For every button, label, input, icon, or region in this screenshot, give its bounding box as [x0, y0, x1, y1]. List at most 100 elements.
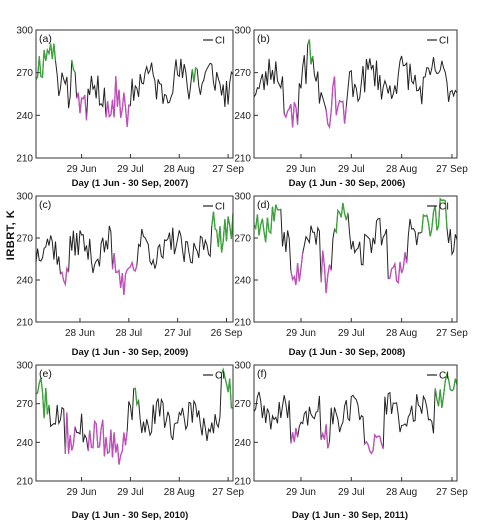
y-tick-label: 240	[16, 438, 33, 449]
panel-b: 210 240 270 300 29 Jun 29 Jul 28 Aug 27 Sep (b) C…	[234, 26, 468, 190]
warm-spell-segment-4	[191, 66, 198, 83]
cold-event-segment-1	[283, 102, 299, 128]
x-tick-label: 29 Jul	[117, 487, 144, 498]
y-tick-label: 270	[16, 399, 33, 410]
y-tick-label: 300	[16, 361, 33, 372]
x-tick-label: 27 Jul	[164, 328, 191, 339]
panel-c: 210 240 270 300 28 Jun 28 Jul 27 Jul 26 Sep (c) C…	[16, 178, 242, 339]
cold-event-segment-1	[111, 253, 138, 296]
x-tick-label: 29 Jun	[67, 487, 97, 498]
x-axis-label: Day (1 Jun - 30 Sep, 2008)	[289, 347, 406, 358]
panel-label: (f)	[257, 368, 267, 380]
bottom-left-xlabel: Day (1 Jun - 30 Sep, 2010)	[72, 510, 189, 521]
x-tick-label: 29 Jun	[286, 164, 316, 175]
y-tick-label: 210	[234, 318, 251, 329]
panel-label: (c)	[39, 199, 51, 211]
cold-event-segment-2	[76, 92, 88, 121]
y-tick-label: 300	[16, 192, 33, 203]
x-tick-label: 29 Jul	[338, 164, 365, 175]
x-tick-label: 26 Sep	[211, 328, 243, 339]
legend-label: CI	[439, 36, 449, 47]
x-tick-label: 28 Aug	[386, 328, 417, 339]
bottom-right-xlabel: Day (1 Jun - 30 Sep, 2011)	[292, 510, 408, 521]
y-tick-label: 210	[234, 154, 251, 165]
warm-spell-segment-3	[434, 372, 458, 408]
warm-spell-segment-5	[421, 197, 448, 237]
warm-spell-segment-0	[307, 39, 314, 65]
cold-event-segment-1	[64, 412, 76, 454]
y-tick-label: 210	[16, 154, 33, 165]
panels-group: 210 240 270 300 29 Jun 29 Jul 28 Aug 27 Sep (a) C…	[16, 26, 468, 499]
warm-spell-segment-4	[220, 367, 234, 409]
panel-label: (b)	[257, 33, 270, 45]
y-tick-label: 240	[234, 276, 251, 287]
cold-event-segment-0	[59, 265, 70, 287]
legend-label: CI	[439, 371, 449, 382]
warm-spell-segment-0	[35, 43, 57, 80]
series-line	[253, 197, 458, 294]
panel-label: (a)	[39, 33, 52, 45]
plot-frame	[35, 29, 234, 159]
warm-spell-segment-3	[133, 387, 140, 407]
cold-event-segment-2	[325, 76, 347, 130]
panel-label: (e)	[39, 368, 52, 380]
y-tick-label: 270	[234, 234, 251, 245]
x-tick-label: 29 Jul	[338, 487, 365, 498]
series-line	[35, 43, 234, 127]
x-tick-label: 27 Sep	[436, 328, 468, 339]
x-tick-label: 28 Aug	[164, 164, 195, 175]
x-tick-label: 29 Jun	[67, 164, 97, 175]
panel-d: 210 240 270 300 29 Jun 29 Jul 28 Aug 27 Sep (d) C…	[234, 192, 468, 359]
y-tick-label: 210	[16, 318, 33, 329]
panel-f: 210 240 270 300 29 Jun 29 Jul 28 Aug 27 Sep (f) C…	[234, 361, 468, 499]
y-tick-label: 270	[16, 234, 33, 245]
y-tick-label: 270	[234, 399, 251, 410]
x-tick-label: 29 Jun	[286, 487, 316, 498]
x-tick-label: 28 Aug	[164, 487, 195, 498]
x-axis-label: Day (1 Jun - 30 Sep, 2007)	[72, 178, 189, 189]
y-tick-label: 240	[16, 276, 33, 287]
warm-spell-segment-0	[35, 377, 50, 419]
x-tick-label: 28 Jun	[65, 328, 95, 339]
y-tick-label: 270	[234, 68, 251, 79]
warm-spell-segment-2	[333, 202, 349, 235]
y-tick-label: 240	[234, 111, 251, 122]
cold-event-segment-0	[290, 427, 299, 444]
cold-event-segment-2	[87, 419, 128, 465]
cold-event-segment-4	[388, 252, 408, 284]
x-tick-label: 29 Jul	[338, 328, 365, 339]
y-tick-label: 270	[16, 68, 33, 79]
y-tick-label: 210	[234, 477, 251, 488]
y-tick-label: 300	[16, 26, 33, 37]
cold-event-segment-2	[364, 433, 384, 455]
x-axis-label: Day (1 Jun - 30 Sep, 2009)	[72, 347, 189, 358]
y-axis-label: IRBRT, K	[5, 210, 17, 260]
x-tick-label: 27 Sep	[212, 164, 244, 175]
cold-event-segment-1	[290, 253, 304, 286]
plot-frame	[35, 195, 234, 323]
cold-event-segment-3	[105, 76, 131, 127]
y-tick-label: 210	[16, 477, 33, 488]
warm-spell-segment-0	[253, 204, 282, 243]
legend-label: CI	[439, 202, 449, 213]
x-tick-label: 28 Jul	[115, 328, 142, 339]
y-tick-label: 240	[16, 111, 33, 122]
cold-event-segment-3	[320, 250, 332, 294]
x-tick-label: 29 Jul	[117, 164, 144, 175]
plot-frame	[253, 364, 458, 482]
legend-label: CI	[215, 202, 225, 213]
x-axis-label: Day (1 Jun - 30 Sep, 2006)	[289, 178, 406, 189]
legend-label: CI	[215, 371, 225, 382]
y-tick-label: 300	[234, 192, 251, 203]
panel-a: 210 240 270 300 29 Jun 29 Jul 28 Aug 27 Sep (a) C…	[16, 26, 244, 176]
warm-spell-segment-2	[211, 211, 234, 253]
panel-e: 210 240 270 300 29 Jun 29 Jul 28 Aug 27 Sep (e) C…	[16, 347, 244, 498]
y-tick-label: 300	[234, 26, 251, 37]
y-tick-label: 300	[234, 361, 251, 372]
legend-label: CI	[215, 36, 225, 47]
plot-frame	[35, 364, 234, 482]
series-line	[253, 372, 458, 455]
warm-spell-segment-1	[71, 59, 76, 73]
cold-event-segment-1	[320, 424, 331, 449]
